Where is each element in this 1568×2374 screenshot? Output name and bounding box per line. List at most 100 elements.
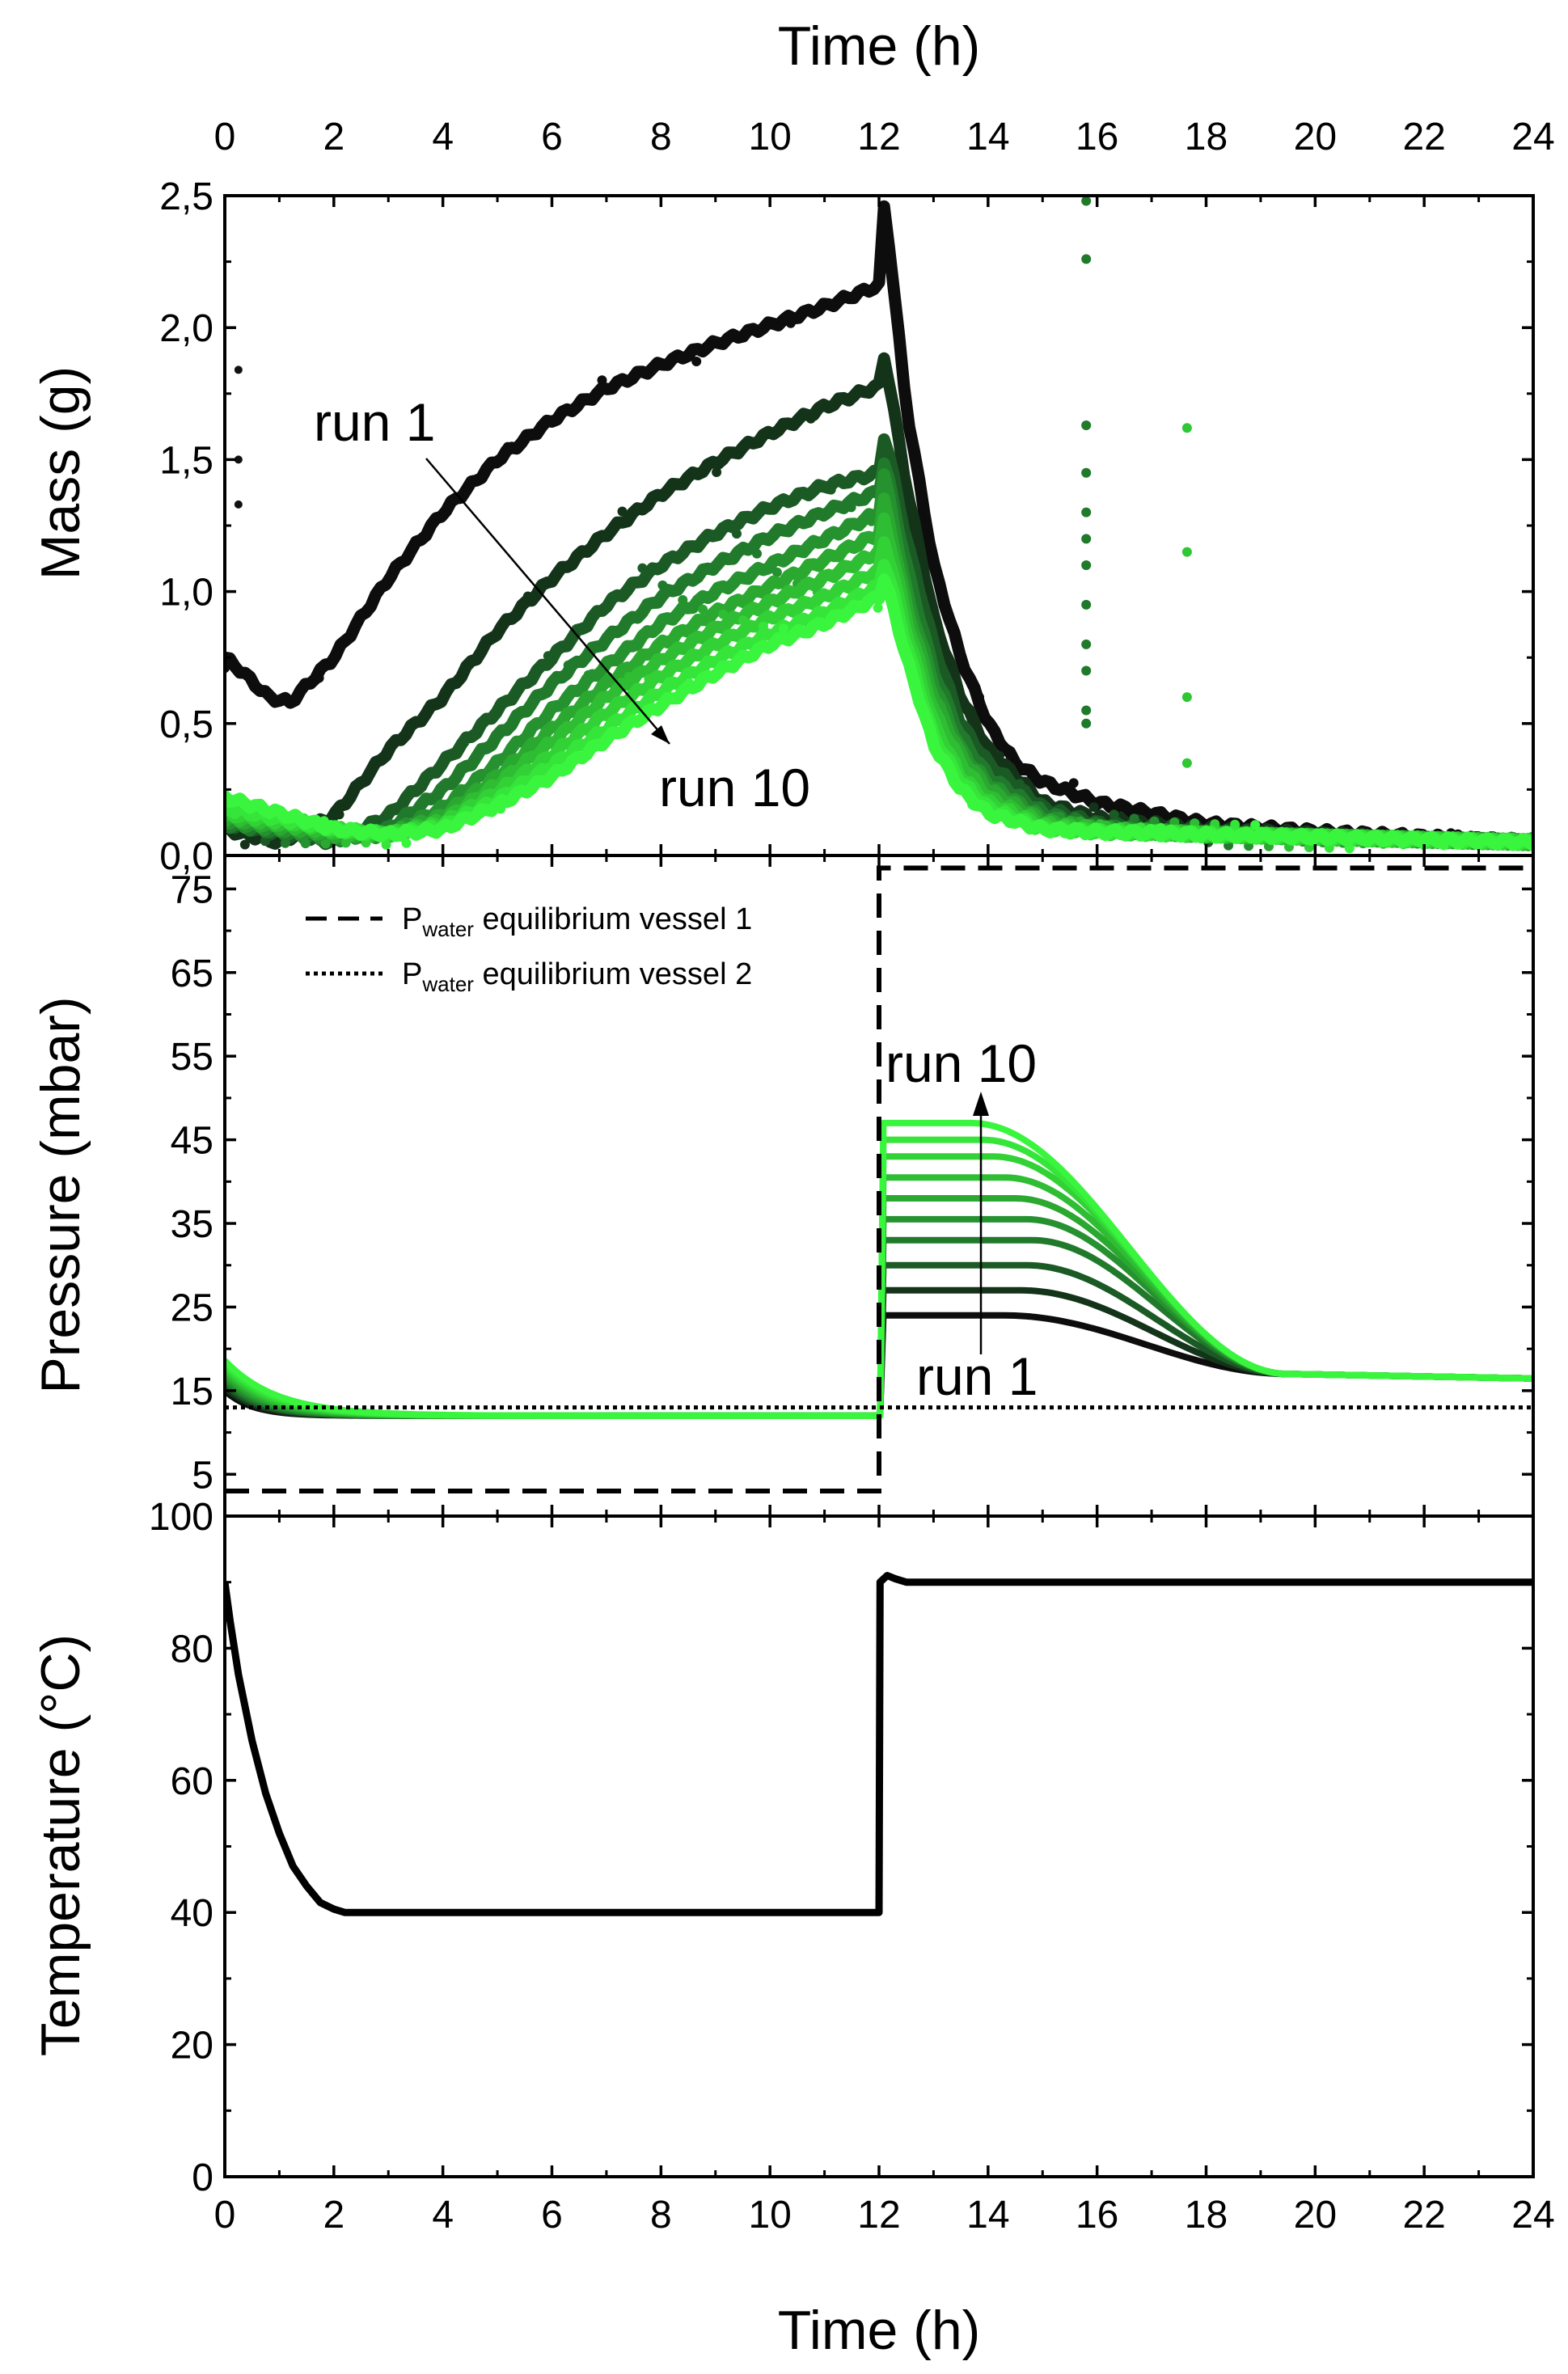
mass-run-arrow [425,458,670,745]
mass-point [590,742,600,752]
mass-annotations: run 1 run 10 [314,392,810,817]
bottom-x-tick-label: 14 [966,2194,1009,2237]
mass-y-tick-label: 2,5 [159,175,213,218]
mass-outlier-point [1181,423,1192,433]
top-x-tick-label: 10 [748,116,791,158]
mass-point [320,839,331,849]
bottom-x-tick-label: 2 [323,2194,344,2237]
mass-run-arrowhead [651,725,670,744]
bottom-x-tick-label: 10 [748,2194,791,2237]
pressure-annotation-run-1: run 1 [916,1346,1038,1406]
mass-point [225,794,235,804]
temperature-y-tick-label: 100 [149,1496,213,1539]
mass-point [543,651,553,661]
legend-label-vessel-1: Pwater equilibrium vessel 1 [402,902,752,941]
mass-y-tick-label: 1,5 [159,439,213,482]
mass-outlier-point [234,500,243,509]
top-x-tick-label: 12 [857,116,900,158]
mass-point [759,621,769,632]
mass-point [1088,802,1099,813]
mass-point [846,502,856,513]
pressure-y-tick-label: 15 [171,1371,213,1413]
mass-point [732,529,742,539]
top-x-tick-label: 18 [1185,116,1228,158]
mass-point [1156,823,1166,833]
mass-outlier-point [1181,692,1192,703]
mass-point [974,692,984,703]
bottom-x-tick-label: 24 [1511,2194,1554,2237]
bottom-x-tick-label: 4 [432,2194,454,2237]
mass-point [880,201,890,211]
mass-outlier-point [1081,420,1092,430]
top-x-tick-label: 2 [323,116,344,158]
mass-point [738,615,749,626]
mass-point [239,839,250,850]
pressure-plot-area [225,865,1533,1493]
pressure-y-tick-label: 45 [171,1120,213,1163]
pressure-reference-line-1 [225,865,1533,1493]
top-x-tick-label: 24 [1511,116,1554,158]
mass-outlier-point [1081,467,1092,478]
mass-outliers [234,196,1192,768]
mass-y-tick-label: 1,0 [159,572,213,615]
pressure-legend: Pwater equilibrium vessel 1 Pwater equil… [306,902,752,996]
pressure-annotations: run 10 run 1 [885,1033,1038,1406]
mass-point [873,602,883,613]
mass-point [779,623,788,634]
mass-point [805,413,816,424]
pressure-series-10 [225,1119,1533,1419]
mass-annotation-run-1: run 1 [314,392,435,452]
mass-point [1250,820,1261,830]
mass-outlier-point [1081,507,1092,517]
mass-point [401,838,412,848]
mass-point [684,678,695,689]
mass-point [771,567,782,577]
top-xaxis-title: Time (h) [778,15,981,77]
mass-point [1014,779,1025,789]
legend-label-vessel-2: Pwater equilibrium vessel 2 [402,957,752,996]
mass-point [429,701,439,712]
mass-point [678,595,688,605]
mass-point [617,506,628,517]
top-x-tick-label: 14 [966,116,1009,158]
mass-point [449,747,459,758]
mass-point [1344,843,1355,854]
mass-y-tick-label: 0,0 [159,835,213,878]
temperature-y-tick-label: 60 [171,1760,213,1803]
pressure-y-tick-label: 55 [171,1036,213,1079]
pressure-y-tick-label: 5 [192,1454,213,1497]
mass-point [712,467,722,477]
tick-layer: 0022446688101012121414161618182020222224… [149,116,1555,2237]
bottom-x-tick-label: 8 [650,2194,672,2237]
mass-point [314,673,324,683]
top-x-tick-label: 6 [541,116,563,158]
temperature-series-line [225,1572,1533,1916]
mass-point [300,839,311,849]
mass-point [752,548,762,559]
mass-outlier-point [1181,758,1192,768]
mass-outlier-point [1081,534,1092,544]
mass-outlier-point [1081,665,1092,676]
mass-point [1129,813,1139,824]
mass-point [664,677,674,687]
mass-y-tick-label: 2,0 [159,307,213,350]
bottom-x-tick-label: 16 [1076,2194,1118,2237]
mass-outlier-point [1081,718,1092,729]
mass-outlier-point [1181,547,1192,557]
mass-plot-area [225,196,1533,854]
mass-point [1230,819,1240,830]
temperature-y-tick-label: 80 [171,1628,213,1671]
mass-point [644,674,654,684]
pressure-y-tick-label: 25 [171,1286,213,1329]
mass-outlier-point [1081,705,1092,716]
temperature-plot-area [225,1572,1533,1916]
bottom-x-tick-label: 0 [214,2194,236,2237]
mass-point [334,809,344,820]
bottom-x-tick-label: 6 [541,2194,563,2237]
mass-point [597,375,607,386]
mass-outlier-point [1081,254,1092,264]
mass-annotation-run-10: run 10 [659,758,810,817]
top-x-tick-label: 20 [1294,116,1337,158]
mass-point [280,838,290,848]
